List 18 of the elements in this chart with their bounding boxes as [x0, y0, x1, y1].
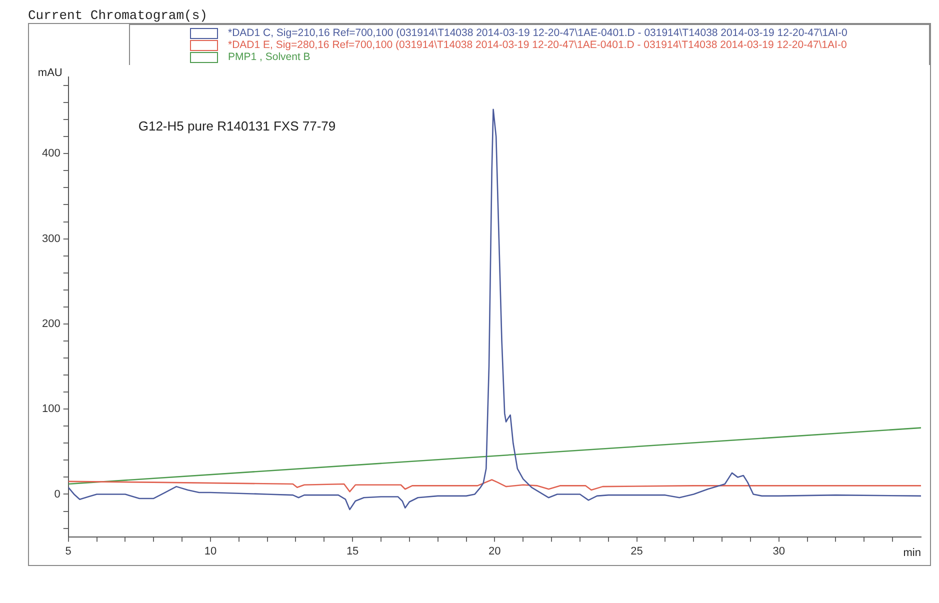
x-tick-label: 15 — [346, 545, 359, 558]
y-axis-title: mAU — [38, 67, 62, 80]
x-tick-label: 30 — [772, 545, 786, 558]
chart-title: Current Chromatogram(s) — [28, 8, 208, 23]
x-tick-label: 5 — [65, 545, 72, 558]
x-axis-title: min — [903, 546, 921, 559]
y-tick-label: 200 — [42, 318, 60, 330]
x-tick-label: 10 — [204, 545, 217, 558]
legend-label: *DAD1 E, Sig=280,16 Ref=700,100 (031914\T14038 2014-03-19 12-20-47\1AE-0401.D - 031914\T14038 2014-03-19 12-20-47\1AI-0 — [228, 39, 847, 51]
x-tick-label: 25 — [630, 545, 643, 558]
legend-label: PMP1 , Solvent B — [228, 51, 310, 63]
y-tick-label: 400 — [42, 148, 60, 160]
y-tick-label: 300 — [42, 232, 60, 245]
annotation: G12-H5 pure R140131 FXS 77-79 — [138, 118, 336, 134]
y-tick-label: 0 — [54, 488, 60, 500]
x-tick-label: 20 — [488, 545, 501, 558]
y-tick-label: 100 — [42, 403, 60, 416]
legend-label: *DAD1 C, Sig=210,16 Ref=700,100 (031914\T14038 2014-03-19 12-20-47\1AE-0401.D - 031914\T14038 2014-03-19 12-20-47\1AI-0 — [228, 27, 848, 39]
